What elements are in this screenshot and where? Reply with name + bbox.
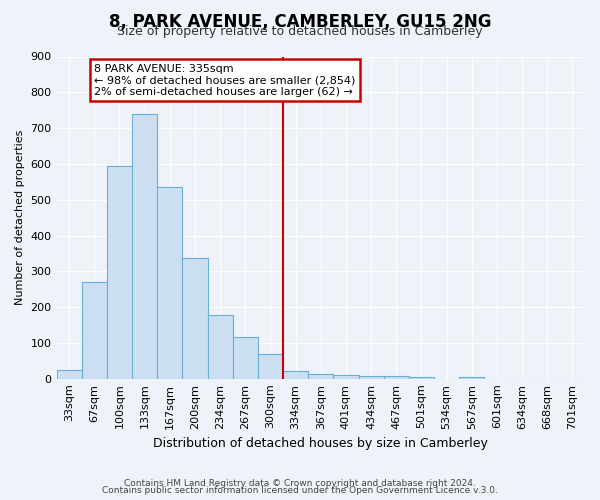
- Bar: [82, 282, 107, 379]
- Bar: [157, 187, 182, 379]
- Bar: [56, 370, 82, 379]
- Text: 8, PARK AVENUE, CAMBERLEY, GU15 2NG: 8, PARK AVENUE, CAMBERLEY, GU15 2NG: [109, 12, 491, 30]
- Bar: [233, 336, 258, 379]
- Text: Contains public sector information licensed under the Open Government Licence v.: Contains public sector information licen…: [102, 486, 498, 495]
- Text: Size of property relative to detached houses in Camberley: Size of property relative to detached ho…: [117, 25, 483, 38]
- Text: 8 PARK AVENUE: 335sqm
← 98% of detached houses are smaller (2,854)
2% of semi-de: 8 PARK AVENUE: 335sqm ← 98% of detached …: [94, 64, 356, 97]
- Text: Contains HM Land Registry data © Crown copyright and database right 2024.: Contains HM Land Registry data © Crown c…: [124, 478, 476, 488]
- Y-axis label: Number of detached properties: Number of detached properties: [15, 130, 25, 306]
- Bar: [308, 374, 334, 379]
- Bar: [107, 166, 132, 379]
- Bar: [208, 316, 233, 379]
- Bar: [182, 258, 208, 379]
- Bar: [459, 377, 484, 379]
- X-axis label: Distribution of detached houses by size in Camberley: Distribution of detached houses by size …: [154, 437, 488, 450]
- Bar: [334, 375, 359, 379]
- Bar: [359, 376, 383, 379]
- Bar: [132, 114, 157, 379]
- Bar: [283, 371, 308, 379]
- Bar: [409, 376, 434, 379]
- Bar: [383, 376, 409, 379]
- Bar: [258, 354, 283, 379]
